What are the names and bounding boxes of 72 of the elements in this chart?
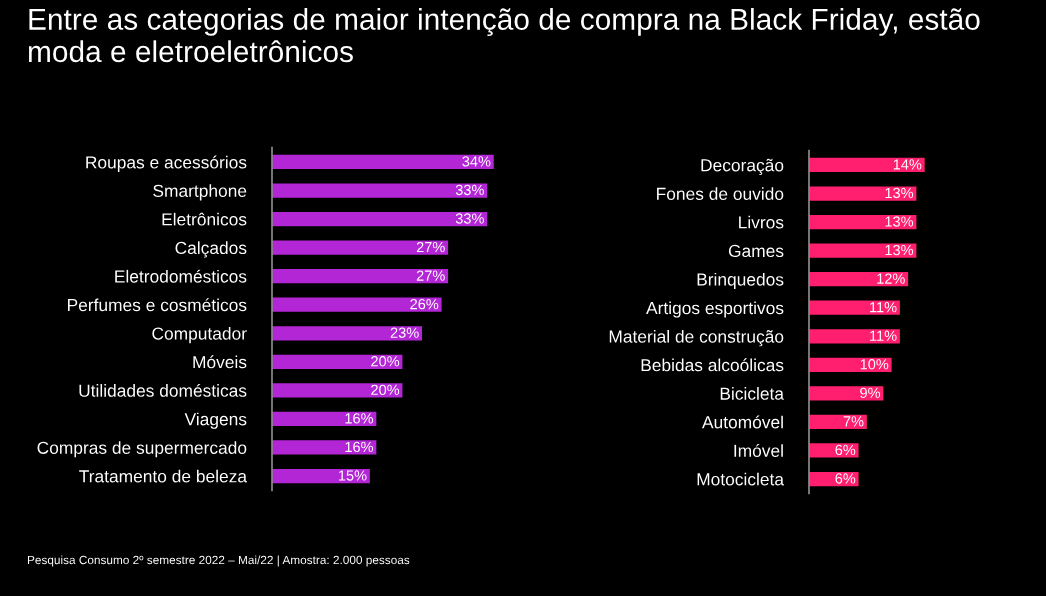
y-tick-label: Decoração — [701, 158, 784, 175]
bar — [272, 297, 442, 312]
y-tick-label: Tratamento de beleza — [79, 469, 248, 483]
y-tick-label: Móveis — [193, 355, 247, 369]
y-tick-label: Utilidades domésticas — [79, 383, 247, 397]
chart-title: Entre as categorias de maior intenção de compra na Black Friday, estão moda e eletroeletrônicos — [28, 8, 980, 63]
data-label: 11% — [870, 330, 897, 341]
y-tick-label: Automóvel — [702, 415, 783, 429]
bar — [272, 440, 377, 455]
y-tick-label: Bebidas alcoólicas — [641, 358, 784, 372]
text: Pesquisa Consumo 2º semestre 2022 – Mai/22 | Amostra: 2.000 pessoas — [27, 555, 410, 567]
y-tick-label: Fones de ouvido — [657, 187, 784, 200]
y-tick-label: Compras de supermercado — [37, 441, 247, 458]
bar — [809, 157, 925, 173]
data-label: 14% — [893, 159, 922, 170]
data-label: 10% — [860, 359, 889, 370]
bar — [809, 443, 859, 458]
y-tick-label: Computador — [152, 326, 247, 344]
bar — [809, 243, 917, 258]
y-tick-label: Roupas e acessórios — [86, 155, 247, 172]
bar — [272, 269, 449, 284]
bar — [272, 183, 488, 198]
y-tick-label: Bicicleta — [720, 387, 784, 400]
bar — [809, 386, 884, 401]
y-tick-label: Livros — [739, 215, 784, 229]
bar — [272, 326, 422, 341]
data-label: 27% — [416, 270, 445, 281]
data-label: 23% — [390, 327, 419, 338]
y-tick-label: Eletrônicos — [162, 212, 247, 226]
data-label: 7% — [843, 416, 864, 427]
data-label: 15% — [338, 470, 367, 481]
bar — [809, 272, 909, 287]
data-label: 33% — [455, 184, 484, 196]
data-label: 9% — [860, 387, 881, 398]
bar — [809, 214, 917, 230]
y-tick-label: Imóvel — [734, 443, 783, 457]
bar — [272, 354, 403, 369]
y-tick-label: Brinquedos — [697, 272, 784, 290]
y-tick-label: Viagens — [184, 412, 247, 429]
data-label: 26% — [410, 299, 439, 310]
y-tick-label: Perfumes e cosméticos — [68, 298, 247, 312]
data-label: 20% — [371, 356, 400, 367]
data-label: 33% — [455, 213, 484, 224]
data-label: 20% — [371, 384, 400, 395]
y-tick-label: Calçados — [175, 241, 247, 258]
data-label: 6% — [835, 473, 856, 484]
data-label: 12% — [877, 273, 905, 284]
bar — [272, 240, 449, 255]
data-label: 27% — [416, 241, 445, 253]
data-label: 13% — [885, 244, 914, 256]
y-tick-label: Eletrodomésticos — [115, 269, 247, 283]
bar — [272, 383, 403, 398]
data-label: 13% — [885, 216, 914, 227]
bar — [272, 154, 494, 170]
data-label: 13% — [885, 187, 914, 199]
bar — [809, 186, 917, 201]
y-tick-label: Games — [728, 244, 784, 258]
y-tick-label: Smartphone — [153, 184, 247, 201]
y-tick-label: Material de construção — [609, 329, 784, 347]
data-label: 11% — [870, 302, 897, 313]
data-label: 6% — [835, 444, 856, 456]
data-label: 16% — [345, 413, 374, 424]
y-tick-label: Motocicleta — [697, 472, 784, 486]
data-label: 34% — [462, 156, 491, 167]
bar — [809, 300, 900, 315]
bar — [272, 411, 377, 427]
data-label: 16% — [345, 441, 374, 453]
bar — [272, 211, 488, 227]
bar — [809, 329, 900, 344]
y-tick-label: Artigos esportivos — [646, 301, 784, 318]
bar — [809, 414, 867, 430]
bar — [272, 468, 370, 484]
